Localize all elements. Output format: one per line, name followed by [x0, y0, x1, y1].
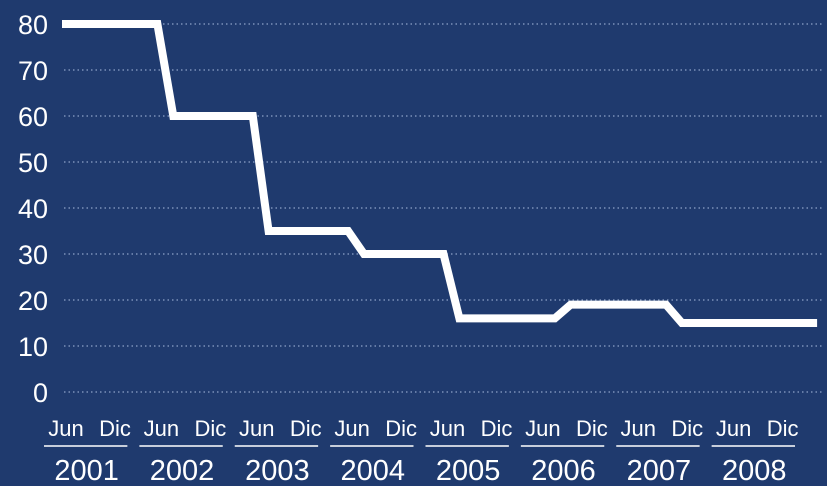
x-year-label-2001: 2001 — [54, 455, 119, 486]
x-month-label-jun-2008: Jun — [716, 416, 751, 441]
y-tick-label-40: 40 — [18, 194, 48, 224]
y-tick-label-30: 30 — [18, 240, 48, 270]
x-year-label-2005: 2005 — [436, 455, 501, 486]
y-tick-label-20: 20 — [18, 286, 48, 316]
x-month-label-dic-2001: Dic — [99, 416, 131, 441]
x-month-label-jun-2003: Jun — [239, 416, 274, 441]
x-year-label-2002: 2002 — [150, 455, 215, 486]
x-year-label-2007: 2007 — [627, 455, 692, 486]
y-tick-label-80: 80 — [18, 10, 48, 40]
x-month-label-dic-2003: Dic — [290, 416, 322, 441]
x-month-label-dic-2004: Dic — [385, 416, 417, 441]
y-tick-label-50: 50 — [18, 148, 48, 178]
x-month-label-dic-2006: Dic — [576, 416, 608, 441]
x-month-label-jun-2001: Jun — [48, 416, 83, 441]
x-month-label-jun-2004: Jun — [334, 416, 369, 441]
x-year-label-2003: 2003 — [245, 455, 310, 486]
x-month-label-dic-2002: Dic — [194, 416, 226, 441]
series-line-0 — [62, 20, 818, 327]
y-tick-label-0: 0 — [33, 378, 48, 408]
x-month-label-jun-2002: Jun — [144, 416, 179, 441]
y-tick-label-10: 10 — [18, 332, 48, 362]
x-month-label-jun-2005: Jun — [430, 416, 465, 441]
x-month-label-jun-2007: Jun — [621, 416, 656, 441]
x-year-label-2004: 2004 — [341, 455, 406, 486]
x-month-label-dic-2005: Dic — [481, 416, 513, 441]
x-month-label-dic-2008: Dic — [767, 416, 799, 441]
series-layer — [62, 20, 818, 327]
x-month-label-dic-2007: Dic — [671, 416, 703, 441]
y-axis: 0 10 20 30 40 50 60 70 80 — [18, 10, 48, 408]
gridlines — [64, 23, 822, 393]
y-tick-label-70: 70 — [18, 56, 48, 86]
x-month-label-jun-2006: Jun — [525, 416, 560, 441]
x-axis: Jun Dic 2001 Jun Dic 2002 Jun Dic 2003 Jun Dic 2004… — [44, 416, 799, 486]
x-year-label-2008: 2008 — [722, 455, 787, 486]
y-tick-label-60: 60 — [18, 102, 48, 132]
x-year-label-2006: 2006 — [531, 455, 596, 486]
